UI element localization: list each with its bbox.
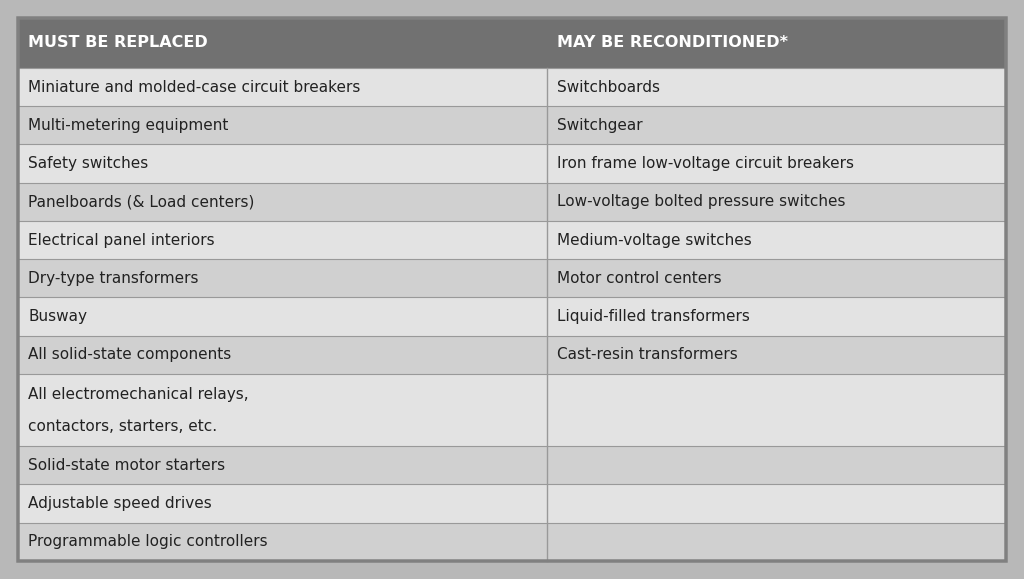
- Text: Motor control centers: Motor control centers: [557, 271, 721, 286]
- Bar: [18, 68, 1006, 106]
- Text: Adjustable speed drives: Adjustable speed drives: [28, 496, 212, 511]
- Bar: [18, 485, 1006, 523]
- Bar: [18, 374, 1006, 446]
- Text: All solid-state components: All solid-state components: [28, 347, 231, 362]
- Text: Solid-state motor starters: Solid-state motor starters: [28, 458, 225, 473]
- Text: Programmable logic controllers: Programmable logic controllers: [28, 534, 267, 549]
- Text: Iron frame low-voltage circuit breakers: Iron frame low-voltage circuit breakers: [557, 156, 854, 171]
- Text: Liquid-filled transformers: Liquid-filled transformers: [557, 309, 750, 324]
- Text: MAY BE RECONDITIONED*: MAY BE RECONDITIONED*: [557, 35, 787, 50]
- Text: Dry-type transformers: Dry-type transformers: [28, 271, 199, 286]
- Bar: [18, 144, 1006, 183]
- Text: Switchgear: Switchgear: [557, 118, 642, 133]
- Bar: [18, 446, 1006, 485]
- Bar: [18, 298, 1006, 336]
- Bar: [18, 336, 1006, 374]
- Text: contactors, starters, etc.: contactors, starters, etc.: [28, 419, 217, 434]
- FancyBboxPatch shape: [18, 18, 1006, 561]
- Text: Miniature and molded-case circuit breakers: Miniature and molded-case circuit breake…: [28, 79, 360, 94]
- Text: Safety switches: Safety switches: [28, 156, 148, 171]
- Bar: [18, 523, 1006, 561]
- Text: Low-voltage bolted pressure switches: Low-voltage bolted pressure switches: [557, 195, 845, 210]
- Text: Electrical panel interiors: Electrical panel interiors: [28, 233, 215, 248]
- Text: Switchboards: Switchboards: [557, 79, 659, 94]
- Bar: [18, 18, 1006, 68]
- Bar: [18, 259, 1006, 298]
- Text: Busway: Busway: [28, 309, 87, 324]
- Bar: [18, 221, 1006, 259]
- Text: Multi-metering equipment: Multi-metering equipment: [28, 118, 228, 133]
- Text: Panelboards (& Load centers): Panelboards (& Load centers): [28, 195, 254, 210]
- Text: All electromechanical relays,: All electromechanical relays,: [28, 387, 249, 402]
- Text: Cast-resin transformers: Cast-resin transformers: [557, 347, 737, 362]
- Bar: [18, 183, 1006, 221]
- Bar: [18, 106, 1006, 144]
- Text: Medium-voltage switches: Medium-voltage switches: [557, 233, 752, 248]
- Text: MUST BE REPLACED: MUST BE REPLACED: [28, 35, 208, 50]
